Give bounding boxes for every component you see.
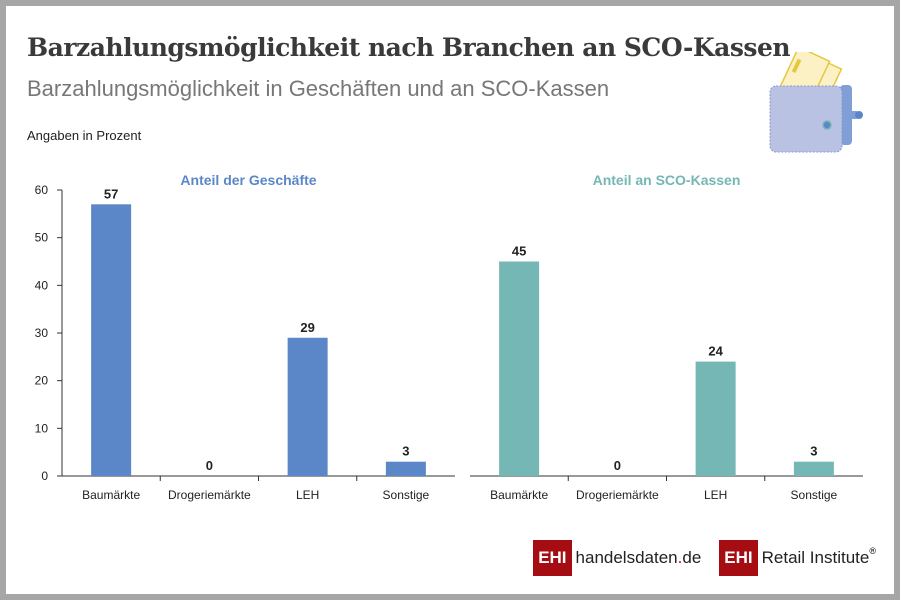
- wallet-icon: [769, 52, 863, 153]
- x-tick-label: Baumärkte: [82, 488, 140, 502]
- logo-tld: de: [682, 548, 702, 567]
- data-label: 57: [104, 186, 118, 201]
- data-label: 3: [402, 444, 409, 459]
- bar-leh: [695, 361, 736, 476]
- frame: [6, 6, 894, 594]
- y-tick-label: 60: [35, 183, 49, 197]
- x-tick-label: Baumärkte: [490, 488, 548, 502]
- data-label: 0: [614, 458, 621, 473]
- panel-title: Anteil an SCO-Kassen: [593, 172, 741, 188]
- bar-sonstige: [385, 461, 426, 476]
- x-tick-label: LEH: [704, 488, 727, 502]
- bar-leh: [287, 337, 328, 476]
- y-tick-label: 30: [35, 326, 49, 340]
- x-tick-label: Drogeriemärkte: [168, 488, 251, 502]
- registered-mark: ®: [869, 546, 876, 556]
- data-label: 24: [708, 344, 723, 359]
- panel-title: Anteil der Geschäfte: [180, 172, 316, 188]
- bar-baumärkte: [499, 261, 540, 476]
- data-label: 0: [206, 458, 213, 473]
- chart-subtitle: Barzahlungsmöglichkeit in Geschäften und…: [27, 76, 610, 101]
- y-tick-label: 0: [41, 469, 48, 483]
- logo-handelsdaten: EHI handelsdaten.de: [533, 540, 701, 576]
- x-tick-label: Sonstige: [791, 488, 838, 502]
- y-tick-label: 40: [35, 278, 49, 292]
- unit-note: Angaben in Prozent: [27, 128, 142, 143]
- logo-ehi-retail-institute: EHI Retail Institute ®: [719, 540, 876, 576]
- logo-text: handelsdaten: [575, 548, 678, 567]
- y-tick-label: 10: [35, 421, 49, 435]
- chart-title: Barzahlungsmöglichkeit nach Branchen an …: [27, 33, 791, 62]
- ehi-mark: EHI: [533, 540, 572, 576]
- x-tick-label: Sonstige: [383, 488, 430, 502]
- logo-text: Retail Institute: [761, 548, 870, 567]
- ehi-mark: EHI: [719, 540, 758, 576]
- bar-baumärkte: [91, 204, 132, 477]
- footer-logos: EHI handelsdaten.de EHI Retail Institute…: [533, 540, 876, 576]
- logo-dot: .: [677, 548, 683, 567]
- x-tick-label: Drogeriemärkte: [576, 488, 659, 502]
- data-label: 29: [300, 320, 314, 335]
- bar-sonstige: [793, 461, 834, 476]
- y-tick-label: 20: [35, 374, 49, 388]
- x-tick-label: LEH: [296, 488, 319, 502]
- y-tick-label: 50: [35, 231, 49, 245]
- data-label: 45: [512, 244, 526, 259]
- data-label: 3: [810, 444, 817, 459]
